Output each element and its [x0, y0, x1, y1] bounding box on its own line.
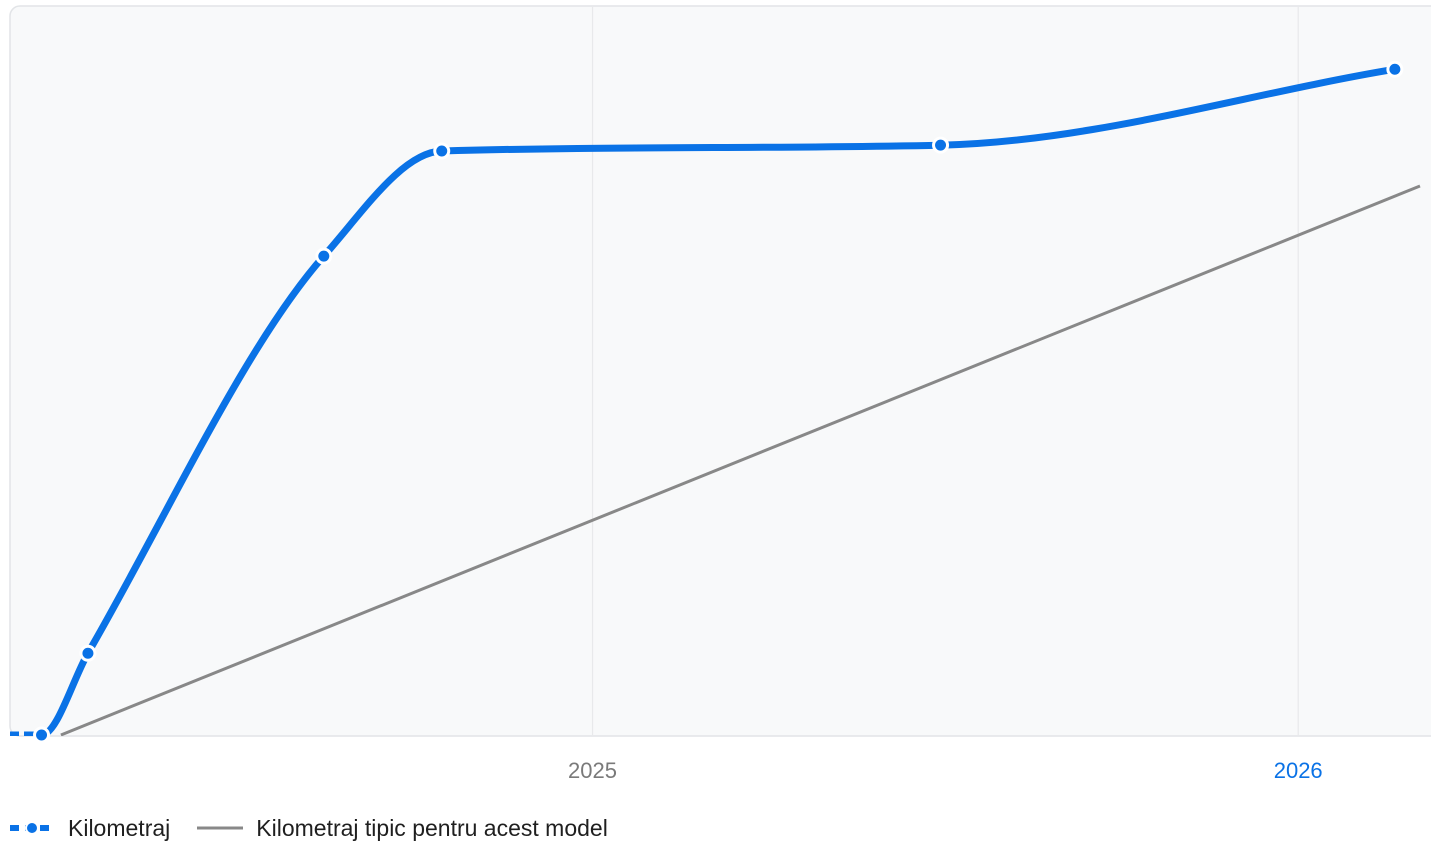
data-point-kilometraj	[1386, 60, 1404, 78]
legend-item-typical[interactable]: Kilometraj tipic pentru acest model	[196, 815, 608, 842]
series-line-kilometraj	[24, 65, 1399, 736]
x-tick-label-2026: 2026	[1274, 758, 1323, 783]
legend: Kilometraj Kilometraj tipic pentru acest…	[8, 810, 608, 846]
legend-item-kilometraj[interactable]: Kilometraj	[8, 815, 170, 842]
data-point-kilometraj	[932, 136, 950, 154]
data-point-kilometraj	[315, 247, 333, 265]
legend-swatch-kilometraj	[10, 821, 54, 835]
data-point-kilometraj	[79, 644, 97, 662]
legend-label-typical: Kilometraj tipic pentru acest model	[256, 814, 608, 841]
x-tick-label-2025: 2025	[568, 758, 617, 783]
data-point-kilometraj	[33, 726, 51, 744]
chart-canvas: 2025 2026	[9, 5, 1431, 783]
series-line-typical-mileage	[60, 184, 1421, 736]
legend-swatch-typical	[197, 826, 244, 830]
plot-area	[9, 5, 1431, 737]
data-point-kilometraj	[433, 142, 451, 160]
legend-label-kilometraj: Kilometraj	[68, 814, 171, 841]
